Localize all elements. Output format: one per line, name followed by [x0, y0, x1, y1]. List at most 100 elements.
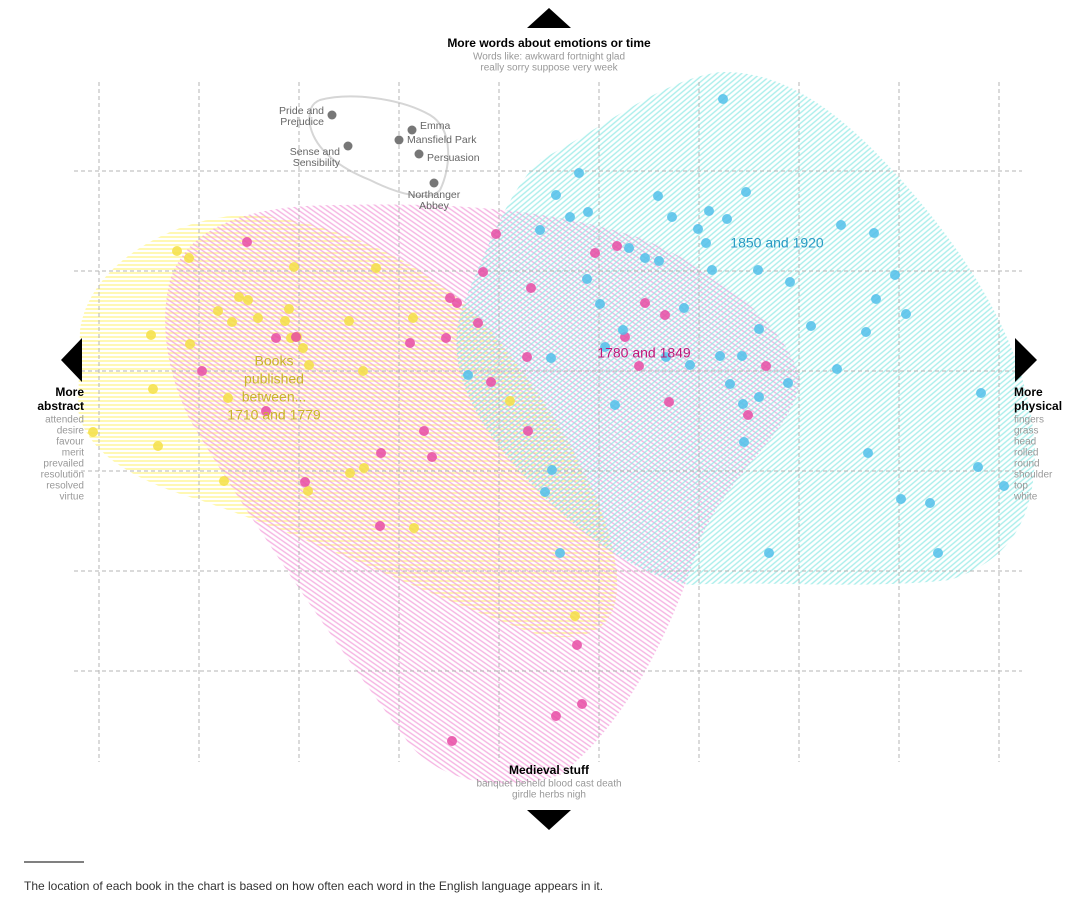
book-point — [753, 265, 763, 275]
direction-words: rolled — [1014, 448, 1038, 459]
book-point — [925, 498, 935, 508]
book-point — [764, 548, 774, 558]
direction-words: really sorry suppose very week — [480, 63, 618, 74]
book-point — [551, 190, 561, 200]
direction-words: girdle herbs nigh — [512, 790, 586, 801]
book-point — [869, 228, 879, 238]
austen-point — [327, 110, 337, 120]
direction-words: fingers — [1014, 415, 1044, 426]
austen-label: Mansfield Park — [407, 134, 477, 146]
series-label: 1710 and 1779 — [227, 407, 321, 423]
footnote: The location of each book in the chart i… — [24, 879, 603, 893]
book-point — [863, 448, 873, 458]
arrow-up — [527, 8, 571, 28]
book-point — [933, 548, 943, 558]
book-point — [478, 267, 488, 277]
book-point — [806, 321, 816, 331]
book-point — [280, 316, 290, 326]
austen-label: Sensibility — [293, 157, 341, 169]
book-point — [618, 325, 628, 335]
book-point — [590, 248, 600, 258]
book-point — [738, 399, 748, 409]
austen-label: Emma — [420, 120, 450, 132]
book-point — [227, 317, 237, 327]
book-point — [303, 486, 313, 496]
direction-title: physical — [1014, 399, 1062, 413]
book-point — [540, 487, 550, 497]
book-point — [737, 351, 747, 361]
book-point — [223, 393, 233, 403]
book-point — [243, 295, 253, 305]
austen-label: Sense and — [290, 146, 340, 158]
book-point — [743, 410, 753, 420]
book-point — [999, 481, 1009, 491]
book-point — [441, 333, 451, 343]
book-point — [526, 283, 536, 293]
austen-point — [407, 125, 417, 135]
arrow-right — [1015, 338, 1037, 382]
book-point — [452, 298, 462, 308]
book-point — [754, 324, 764, 334]
austen-point — [414, 149, 424, 159]
book-point — [253, 313, 263, 323]
book-point — [405, 338, 415, 348]
book-point — [463, 370, 473, 380]
book-point — [634, 361, 644, 371]
austen-label: Persuasion — [427, 152, 480, 164]
book-point — [572, 640, 582, 650]
direction-words: resolved — [46, 481, 84, 492]
direction-words: round — [1014, 459, 1040, 470]
book-point — [148, 384, 158, 394]
book-point — [725, 379, 735, 389]
book-point — [783, 378, 793, 388]
book-point — [551, 711, 561, 721]
book-point — [505, 396, 515, 406]
book-point — [577, 699, 587, 709]
book-point — [685, 360, 695, 370]
direction-words: favour — [56, 437, 84, 448]
book-point — [701, 238, 711, 248]
book-point — [722, 214, 732, 224]
book-point — [896, 494, 906, 504]
book-point — [445, 293, 455, 303]
book-point — [271, 333, 281, 343]
book-point — [901, 309, 911, 319]
book-point — [570, 611, 580, 621]
arrow-left — [61, 338, 82, 382]
direction-words: white — [1013, 492, 1038, 503]
austen-point — [394, 135, 404, 145]
book-point — [185, 339, 195, 349]
arrow-down — [527, 810, 571, 830]
series-label: 1780 and 1849 — [597, 345, 691, 361]
direction-title: Medieval stuff — [509, 763, 590, 777]
series-intro: published — [244, 371, 304, 387]
book-point — [600, 342, 610, 352]
austen-label: Abbey — [419, 200, 450, 212]
direction-words: banquet beheld blood cast death — [476, 779, 621, 790]
book-point — [291, 332, 301, 342]
book-point — [565, 212, 575, 222]
book-point — [612, 241, 622, 251]
book-point — [473, 318, 483, 328]
book-point — [447, 736, 457, 746]
direction-words: attended — [45, 415, 84, 426]
book-point — [242, 237, 252, 247]
austen-outline — [308, 95, 450, 198]
book-point — [976, 388, 986, 398]
book-point — [582, 274, 592, 284]
book-point — [376, 448, 386, 458]
book-point — [345, 468, 355, 478]
direction-words: desire — [57, 426, 85, 437]
book-point — [583, 207, 593, 217]
book-point — [213, 306, 223, 316]
region-1850 — [456, 71, 1035, 585]
book-point — [408, 313, 418, 323]
book-point — [300, 477, 310, 487]
book-point — [754, 392, 764, 402]
book-point — [491, 229, 501, 239]
direction-title: More words about emotions or time — [447, 36, 651, 50]
austen-label: Prejudice — [280, 116, 324, 128]
direction-words: resolution — [41, 470, 84, 481]
